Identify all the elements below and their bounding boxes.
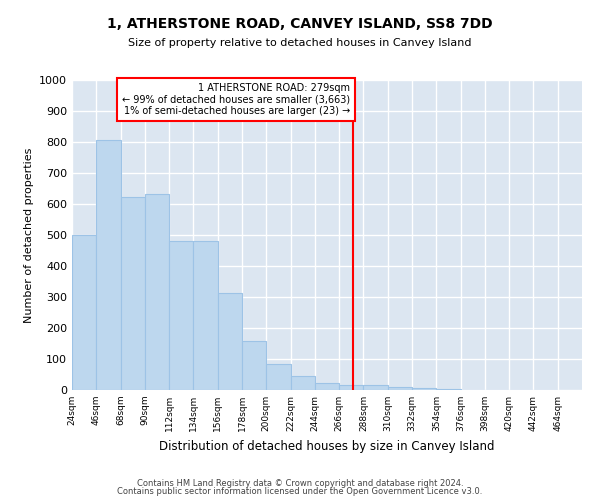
Bar <box>388 387 412 390</box>
Bar <box>290 376 315 390</box>
Text: Contains public sector information licensed under the Open Government Licence v3: Contains public sector information licen… <box>118 487 482 496</box>
Text: 1 ATHERSTONE ROAD: 279sqm
← 99% of detached houses are smaller (3,663)
1% of sem: 1 ATHERSTONE ROAD: 279sqm ← 99% of detac… <box>122 83 350 116</box>
Y-axis label: Number of detached properties: Number of detached properties <box>23 148 34 322</box>
Bar <box>96 140 121 390</box>
Bar <box>315 383 339 390</box>
Bar <box>242 341 266 390</box>
Bar <box>193 241 218 390</box>
Bar <box>412 388 436 390</box>
Bar <box>145 194 169 390</box>
Bar <box>436 389 461 390</box>
Bar <box>121 197 145 390</box>
X-axis label: Distribution of detached houses by size in Canvey Island: Distribution of detached houses by size … <box>159 440 495 452</box>
Bar <box>266 364 290 390</box>
Text: Contains HM Land Registry data © Crown copyright and database right 2024.: Contains HM Land Registry data © Crown c… <box>137 478 463 488</box>
Text: Size of property relative to detached houses in Canvey Island: Size of property relative to detached ho… <box>128 38 472 48</box>
Bar <box>364 386 388 390</box>
Bar <box>218 294 242 390</box>
Bar <box>72 235 96 390</box>
Text: 1, ATHERSTONE ROAD, CANVEY ISLAND, SS8 7DD: 1, ATHERSTONE ROAD, CANVEY ISLAND, SS8 7… <box>107 18 493 32</box>
Bar <box>339 384 364 390</box>
Bar <box>169 241 193 390</box>
